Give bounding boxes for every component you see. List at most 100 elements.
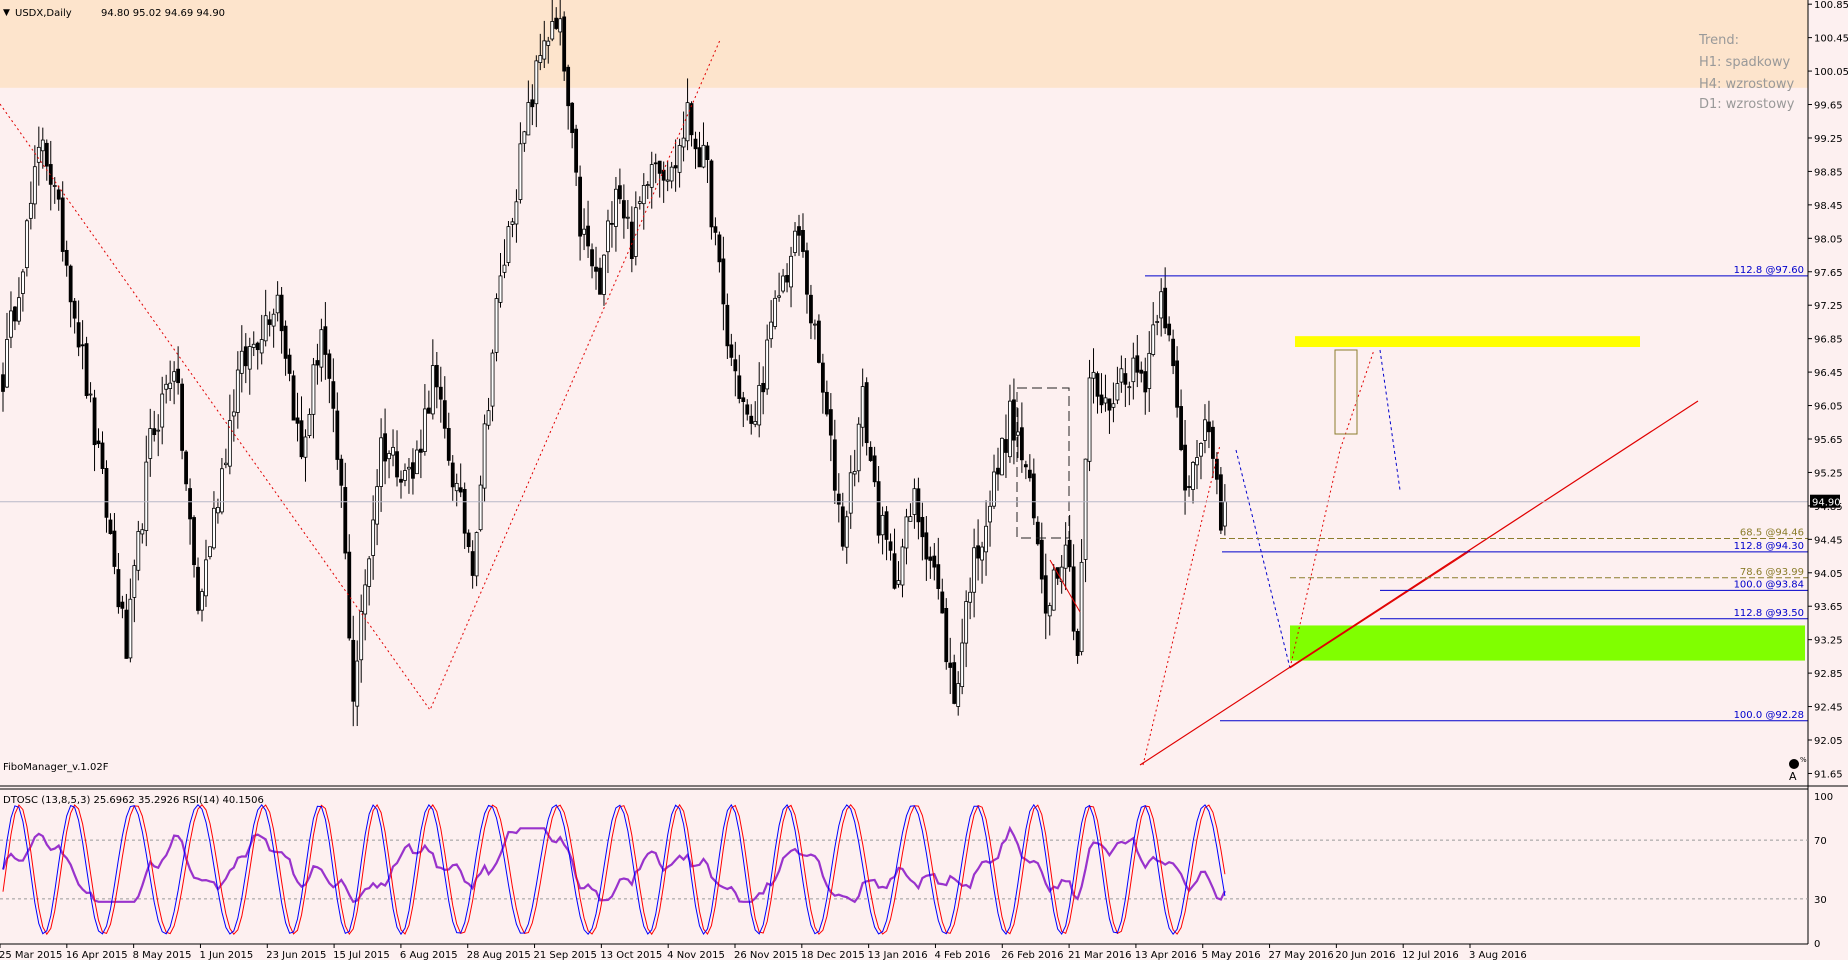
candle bbox=[299, 396, 304, 460]
date-tick-label: 27 May 2016 bbox=[1269, 950, 1334, 960]
date-tick-label: 13 Oct 2015 bbox=[600, 950, 662, 960]
candle bbox=[733, 341, 738, 397]
price-tick-label: 95.25 bbox=[1814, 468, 1843, 479]
trend-d1: D1: wzrostowy bbox=[1699, 97, 1795, 112]
candle bbox=[530, 84, 535, 126]
candle bbox=[1091, 348, 1096, 404]
candle bbox=[1039, 522, 1044, 594]
rsi-line bbox=[1, 825, 1226, 904]
candle bbox=[223, 448, 228, 469]
candle bbox=[379, 418, 384, 512]
candle bbox=[649, 151, 654, 209]
candle bbox=[618, 168, 622, 204]
price-tick-label: 94.45 bbox=[1814, 535, 1843, 546]
candle bbox=[1016, 408, 1020, 459]
candlestick-series bbox=[1, 0, 1227, 727]
candle bbox=[44, 139, 49, 181]
candle bbox=[1151, 302, 1156, 357]
candle bbox=[637, 196, 642, 210]
candle bbox=[1115, 366, 1120, 405]
candle bbox=[606, 209, 610, 274]
candle bbox=[721, 236, 726, 331]
candle bbox=[777, 272, 781, 302]
price-tick-label: 98.45 bbox=[1814, 201, 1843, 212]
candle bbox=[844, 510, 849, 564]
fib-label: 68.5 @94.46 bbox=[1740, 527, 1804, 538]
candle bbox=[976, 519, 980, 581]
candle bbox=[996, 447, 1000, 491]
candle bbox=[172, 361, 177, 405]
candle bbox=[196, 557, 200, 615]
candle bbox=[872, 446, 877, 487]
candle bbox=[231, 389, 236, 442]
candle bbox=[1139, 361, 1144, 383]
candle bbox=[1159, 278, 1164, 337]
candle bbox=[399, 470, 403, 499]
candle bbox=[1035, 516, 1040, 546]
candle bbox=[188, 478, 192, 545]
candle bbox=[809, 284, 813, 340]
candle bbox=[371, 495, 376, 580]
candle bbox=[490, 349, 495, 422]
date-tick-label: 26 Feb 2016 bbox=[1001, 950, 1063, 960]
candle bbox=[140, 523, 145, 544]
candle bbox=[164, 374, 169, 404]
candle bbox=[351, 615, 356, 727]
candle bbox=[1207, 400, 1211, 449]
candle bbox=[836, 473, 841, 523]
candle bbox=[888, 533, 893, 561]
candle bbox=[28, 181, 33, 230]
candle bbox=[701, 122, 706, 169]
fib-label: 112.8 @97.60 bbox=[1734, 265, 1804, 276]
candle bbox=[518, 122, 523, 204]
zigzag-red-segment bbox=[1049, 559, 1081, 613]
candle bbox=[76, 300, 81, 357]
candle bbox=[430, 339, 435, 420]
candle bbox=[1183, 420, 1187, 515]
symbol-label: USDX,Daily bbox=[15, 8, 72, 19]
candle bbox=[458, 463, 463, 498]
candle bbox=[442, 376, 447, 439]
price-tick-label: 92.45 bbox=[1814, 703, 1843, 714]
candle bbox=[192, 515, 196, 578]
candle bbox=[267, 311, 272, 337]
candle bbox=[590, 243, 594, 279]
candle bbox=[1163, 267, 1168, 335]
candle bbox=[920, 502, 925, 561]
candle bbox=[307, 408, 312, 439]
candle bbox=[391, 429, 395, 467]
osc-tick-label: 0 bbox=[1814, 939, 1820, 950]
candle bbox=[964, 590, 969, 668]
candle bbox=[773, 290, 778, 330]
candle bbox=[446, 412, 451, 466]
candle bbox=[510, 217, 515, 238]
price-tick-label: 96.45 bbox=[1814, 368, 1843, 379]
date-tick-label: 4 Feb 2016 bbox=[934, 950, 990, 960]
candle bbox=[765, 324, 770, 395]
candle bbox=[132, 559, 137, 623]
candle bbox=[474, 531, 479, 587]
candle bbox=[112, 513, 117, 575]
candle bbox=[418, 429, 423, 479]
candle bbox=[466, 529, 471, 553]
candle bbox=[665, 160, 670, 192]
collapse-icon[interactable]: ▼ bbox=[3, 8, 10, 18]
date-tick-label: 18 Dec 2015 bbox=[801, 950, 865, 960]
candle bbox=[992, 454, 996, 509]
osc-tick-label: 100 bbox=[1814, 792, 1833, 803]
candle bbox=[924, 516, 929, 581]
candle bbox=[108, 513, 113, 535]
candle bbox=[204, 539, 208, 607]
candle bbox=[303, 429, 308, 482]
candle bbox=[403, 463, 407, 487]
candle bbox=[960, 618, 965, 695]
fibomanager-icon[interactable]: A % bbox=[1789, 756, 1807, 783]
candle bbox=[876, 466, 881, 544]
candle bbox=[685, 78, 690, 151]
candle bbox=[120, 595, 125, 619]
candle bbox=[450, 455, 455, 501]
candle bbox=[805, 242, 809, 314]
candle bbox=[522, 130, 527, 152]
candle bbox=[40, 127, 45, 169]
